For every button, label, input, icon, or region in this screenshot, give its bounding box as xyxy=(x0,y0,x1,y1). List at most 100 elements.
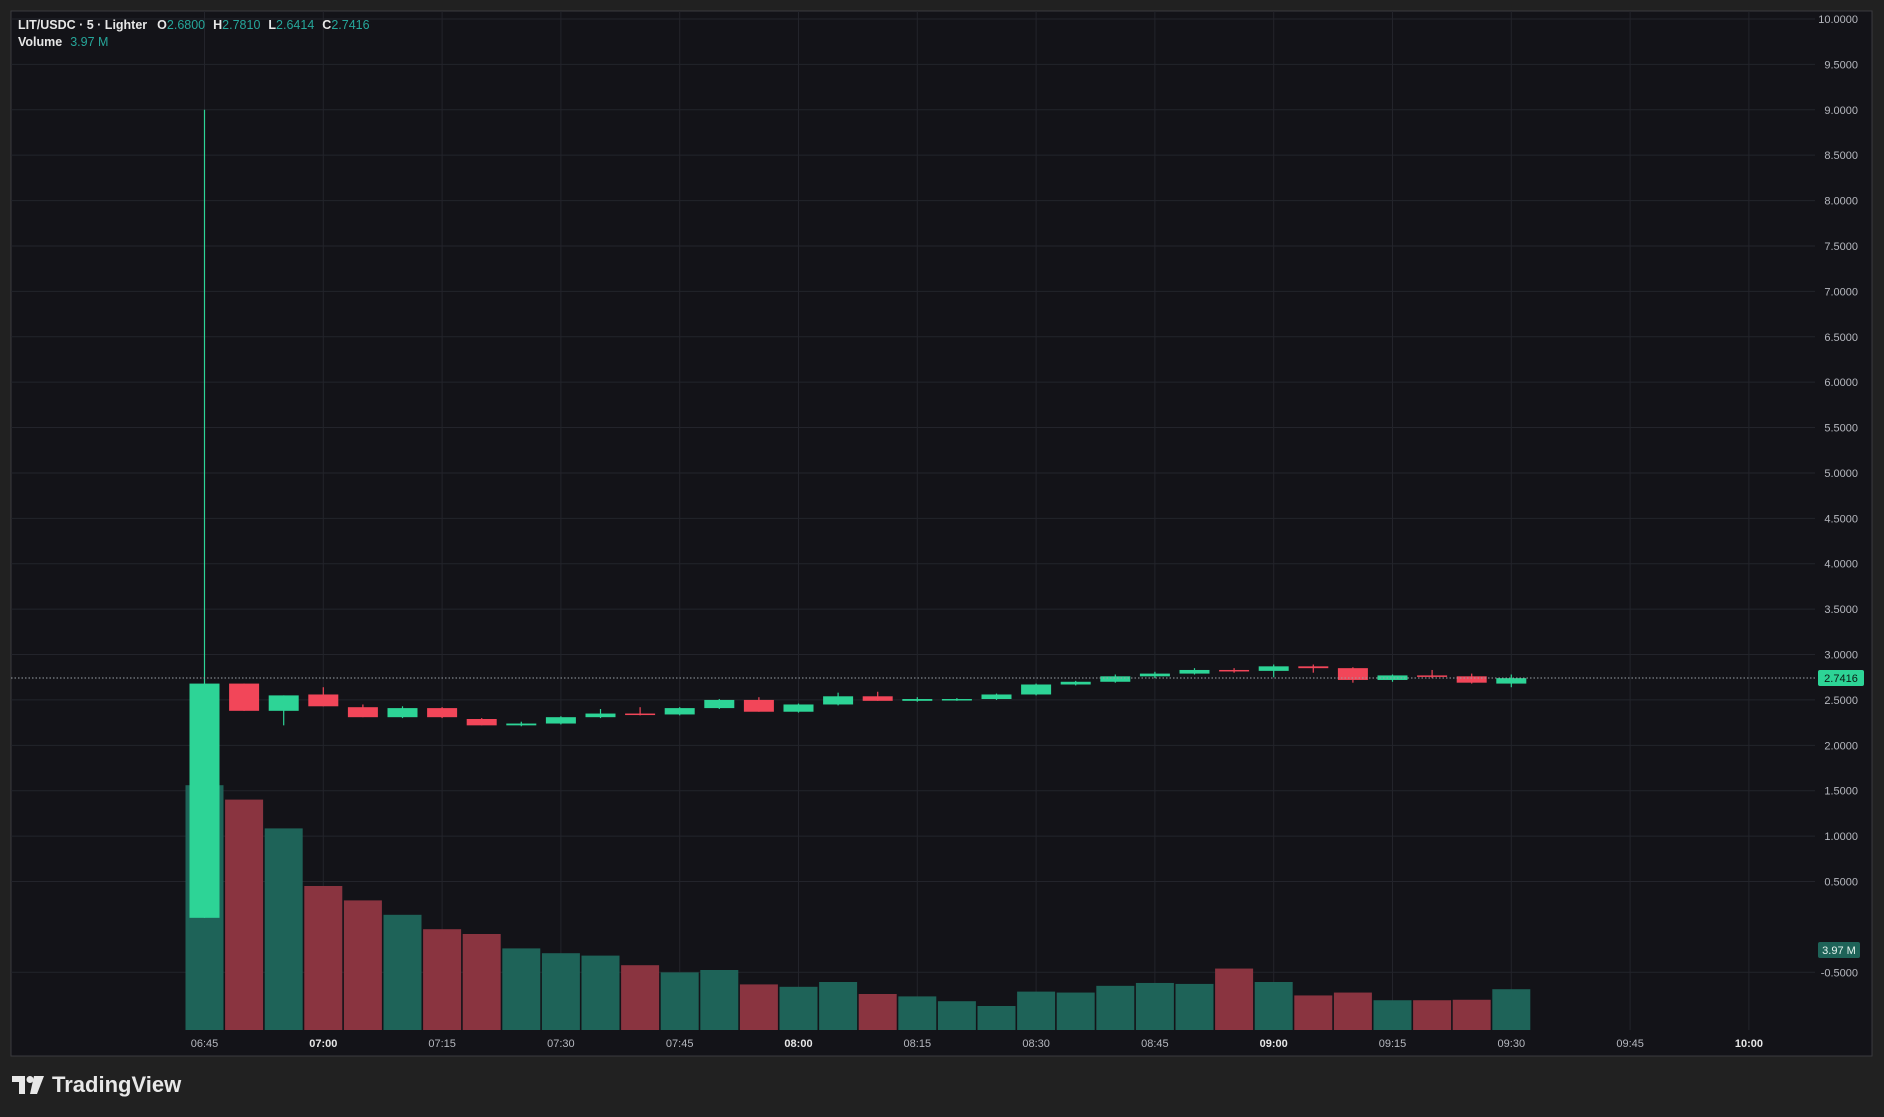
candle-body xyxy=(427,708,458,718)
y-tick-label: 7.5000 xyxy=(1824,241,1858,253)
tradingview-logo-icon xyxy=(12,1076,44,1094)
high-value: 2.7810 xyxy=(222,18,261,32)
tradingview-branding[interactable]: TradingView xyxy=(12,1072,181,1098)
volume-bar xyxy=(383,914,422,1030)
candle-body xyxy=(902,699,933,701)
candle-body xyxy=(704,699,735,709)
x-tick-label: 09:00 xyxy=(1260,1038,1288,1050)
candle-body xyxy=(506,723,537,726)
volume-bar xyxy=(1333,992,1372,1030)
candle-body xyxy=(308,694,339,707)
volume-bar xyxy=(1215,968,1254,1030)
y-tick-label: 5.0000 xyxy=(1824,468,1858,480)
volume-bar xyxy=(1096,985,1135,1030)
candle-body xyxy=(1179,669,1210,674)
y-tick-label: 2.0000 xyxy=(1824,740,1858,752)
y-tick-label: 1.0000 xyxy=(1824,831,1858,843)
symbol-title[interactable]: LIT/USDC · 5 · Lighter xyxy=(18,18,148,32)
candle-body xyxy=(743,699,774,712)
candle-body xyxy=(862,696,893,701)
volume-bar xyxy=(462,934,501,1030)
volume-bar xyxy=(225,799,264,1030)
volume-bar xyxy=(1294,995,1333,1030)
volume-bar xyxy=(1254,982,1293,1030)
candle-body xyxy=(1377,675,1408,680)
ohlc-row: LIT/USDC · 5 · Lighter O 2.6800 H 2.7810 L… xyxy=(18,17,378,34)
candle-body xyxy=(1496,678,1527,684)
brand-name: TradingView xyxy=(52,1072,182,1097)
candle-body xyxy=(545,717,576,724)
volume-bar xyxy=(937,1001,976,1030)
y-tick-label: 5.5000 xyxy=(1824,423,1858,435)
y-tick-label: 1.5000 xyxy=(1824,786,1858,798)
candle-body xyxy=(981,694,1012,700)
volume-bar xyxy=(977,1006,1016,1030)
high-key: H xyxy=(213,18,223,32)
x-tick-label: 07:30 xyxy=(547,1038,575,1050)
y-tick-label: 2.5000 xyxy=(1824,695,1858,707)
x-tick-label: 07:45 xyxy=(666,1038,694,1050)
volume-bar xyxy=(700,970,739,1030)
last-volume-badge xyxy=(1818,942,1860,958)
last-volume-label: 3.97 M xyxy=(1822,945,1856,957)
candle-body xyxy=(268,695,299,711)
y-tick-label: 4.5000 xyxy=(1824,513,1858,525)
close-key: C xyxy=(322,18,332,32)
chart-pane-border xyxy=(10,10,1873,1057)
volume-bar xyxy=(304,886,343,1030)
candle-body xyxy=(1100,676,1131,682)
x-tick-label: 07:00 xyxy=(309,1038,337,1050)
open-key: O xyxy=(157,18,167,32)
x-tick-label: 08:15 xyxy=(904,1038,932,1050)
x-tick-label: 08:30 xyxy=(1022,1038,1050,1050)
y-tick-label: 0.5000 xyxy=(1824,877,1858,889)
y-tick-label: 9.5000 xyxy=(1824,59,1858,71)
y-tick-label: 4.0000 xyxy=(1824,559,1858,571)
volume-bar xyxy=(343,900,382,1030)
volume-bar xyxy=(660,972,699,1030)
y-tick-label: 6.5000 xyxy=(1824,332,1858,344)
y-tick-label: 3.0000 xyxy=(1824,650,1858,662)
y-tick-label: 9.0000 xyxy=(1824,105,1858,117)
x-tick-label: 06:45 xyxy=(191,1038,219,1050)
volume-bar xyxy=(1175,983,1214,1030)
volume-bar xyxy=(1373,1000,1412,1030)
candle-body xyxy=(664,708,695,715)
open-value: 2.6800 xyxy=(166,18,206,32)
volume-row: Volume 3.97 M xyxy=(18,34,378,51)
candle-body xyxy=(1139,673,1170,677)
y-tick-label: 6.0000 xyxy=(1824,377,1858,389)
volume-bar xyxy=(819,982,858,1030)
candle-body xyxy=(189,683,220,918)
last-price-badge xyxy=(1818,669,1864,686)
volume-bar xyxy=(739,984,778,1030)
volume-bar xyxy=(1452,999,1491,1030)
last-price-label: 2.7416 xyxy=(1824,673,1858,685)
volume-bar xyxy=(1017,991,1056,1030)
volume-bar xyxy=(1056,992,1095,1030)
candle-body xyxy=(1258,666,1289,671)
y-tick-label: 7.0000 xyxy=(1824,286,1858,298)
candle-body xyxy=(387,708,418,718)
candle-body xyxy=(1219,669,1250,672)
x-tick-label: 08:45 xyxy=(1141,1038,1169,1050)
volume-bar xyxy=(621,965,660,1030)
volume-bar xyxy=(1135,982,1174,1030)
candle-body xyxy=(1060,681,1091,685)
volume-bar xyxy=(423,929,462,1030)
volume-bar xyxy=(898,996,937,1030)
candle-body xyxy=(1337,668,1368,680)
candle-body xyxy=(783,704,814,712)
x-tick-label: 08:00 xyxy=(784,1038,812,1050)
volume-bar xyxy=(264,828,303,1030)
x-tick-label: 09:30 xyxy=(1498,1038,1526,1050)
volume-bar xyxy=(858,994,897,1030)
close-value: 2.7416 xyxy=(331,18,370,32)
candle-body xyxy=(1417,675,1448,677)
y-tick-label: 8.5000 xyxy=(1824,150,1858,162)
volume-bar xyxy=(1413,1000,1452,1030)
x-tick-label: 09:15 xyxy=(1379,1038,1407,1050)
volume-key[interactable]: Volume xyxy=(18,35,63,49)
volume-value: 3.97 M xyxy=(70,35,109,49)
